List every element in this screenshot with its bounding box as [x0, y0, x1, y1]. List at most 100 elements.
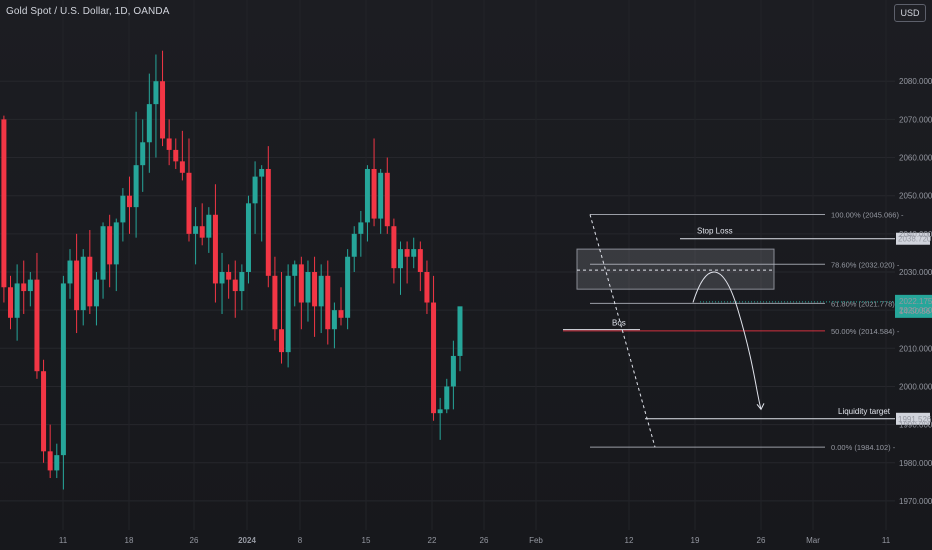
- candle-body: [120, 195, 126, 223]
- candle-body: [133, 165, 139, 208]
- candle-body: [259, 168, 265, 177]
- price-tick-label: 2060.000: [899, 154, 932, 163]
- candle-body: [305, 272, 311, 303]
- stop-loss-price-text: 2038.720: [898, 235, 932, 244]
- price-tick-label: 2030.000: [899, 268, 932, 277]
- candle-body: [160, 81, 166, 139]
- price-tick-label: 1980.000: [899, 459, 932, 468]
- candle-body: [186, 172, 192, 234]
- candle-body: [14, 283, 20, 318]
- time-tick-label: 26: [480, 536, 489, 545]
- candle-body: [107, 226, 113, 265]
- price-tick-label: 2050.000: [899, 192, 932, 201]
- candle-body: [1, 119, 7, 288]
- time-tick-label: 11: [59, 536, 68, 545]
- candle-body: [41, 371, 47, 452]
- time-tick-label: 26: [757, 536, 766, 545]
- candle-body: [272, 275, 278, 330]
- candle-body: [93, 279, 99, 307]
- candle-series: [1, 50, 463, 490]
- candle-body: [371, 168, 377, 219]
- candle-body: [60, 283, 66, 456]
- candle-body: [173, 149, 179, 162]
- candle-body: [8, 287, 14, 318]
- candle-body: [34, 279, 40, 372]
- last-price-tag: [895, 294, 932, 318]
- fib-level-label: 50.00% (2014.584) -: [831, 327, 900, 336]
- time-tick-label: Feb: [529, 536, 543, 545]
- time-tick-label: 11: [882, 536, 891, 545]
- last-price-text: 2022.175: [899, 297, 932, 306]
- candle-body: [424, 272, 430, 303]
- time-tick-label: 12: [625, 536, 634, 545]
- candle-body: [153, 81, 159, 105]
- candle-body: [140, 142, 146, 166]
- time-tick-label: 22: [428, 536, 437, 545]
- candle-body: [417, 249, 423, 272]
- candle-body: [279, 329, 285, 353]
- liquidity-target-label: Liquidity target: [838, 407, 891, 416]
- candle-body: [212, 214, 218, 284]
- candle-body: [193, 226, 199, 234]
- candle-body: [245, 203, 251, 272]
- price-tick-label: 2070.000: [899, 115, 932, 124]
- price-tick-label: 1970.000: [899, 497, 932, 506]
- candle-body: [312, 272, 318, 307]
- candle-body: [450, 355, 456, 387]
- candle-body: [431, 302, 437, 414]
- symbol-title: Gold Spot / U.S. Dollar, 1D, OANDA: [6, 6, 170, 17]
- projection-arrowhead: [756, 403, 765, 411]
- candle-body: [292, 264, 298, 276]
- candle-body: [179, 161, 185, 173]
- candle-body: [411, 249, 417, 257]
- liquidity-price-text: 1991.526: [898, 415, 932, 424]
- candle-body: [338, 310, 344, 318]
- time-tick-label: 18: [125, 536, 134, 545]
- time-tick-label: 8: [298, 536, 303, 545]
- supply-zone-box: [576, 248, 775, 290]
- candle-body: [80, 256, 86, 311]
- candle-body: [47, 451, 53, 471]
- stop-loss-price-tag: [896, 232, 930, 245]
- candle-body: [391, 226, 397, 269]
- time-axis[interactable]: 11 18 26 2024 8 15 22 26 Feb 12 19 26 Mar 11: [59, 536, 891, 545]
- candle-body: [318, 275, 324, 307]
- price-tick-label: 2010.000: [899, 344, 932, 353]
- time-tick-label: 2024: [238, 536, 256, 545]
- candle-body: [404, 249, 410, 257]
- fib-trend-line: [589, 214, 656, 448]
- time-tick-label: 26: [190, 536, 199, 545]
- candle-body: [298, 264, 304, 303]
- candle-body: [206, 214, 212, 238]
- candle-body: [219, 272, 225, 284]
- candle-body: [21, 283, 27, 292]
- price-tick-label: 2080.000: [899, 77, 932, 86]
- candle-body: [331, 310, 337, 330]
- candle-body: [67, 260, 73, 284]
- countdown-text: 14:50:56: [899, 307, 931, 316]
- price-axis[interactable]: 1970.000 1980.000 1990.000 2000.000 2010.000…: [899, 77, 932, 506]
- candle-body: [87, 256, 93, 307]
- candle-body: [166, 138, 172, 150]
- candle-body: [285, 275, 291, 353]
- candle-body: [113, 222, 119, 265]
- bos-label: Bos: [612, 319, 626, 328]
- fib-level-label: 78.60% (2032.020) -: [831, 260, 900, 269]
- candle-body: [226, 272, 232, 280]
- currency-button[interactable]: USD: [894, 4, 926, 22]
- candle-body: [444, 386, 450, 410]
- candle-body: [325, 275, 331, 330]
- candle-body: [232, 279, 238, 292]
- candle-body: [358, 222, 364, 234]
- candle-body: [199, 226, 205, 238]
- price-tick-label: 2000.000: [899, 382, 932, 391]
- price-tick-label: 2020.000: [899, 306, 932, 315]
- candle-body: [54, 455, 60, 471]
- candle-body: [384, 172, 390, 227]
- candle-body: [100, 226, 106, 280]
- candle-body: [146, 104, 152, 143]
- candle-body: [364, 168, 370, 223]
- candle-body: [239, 272, 245, 292]
